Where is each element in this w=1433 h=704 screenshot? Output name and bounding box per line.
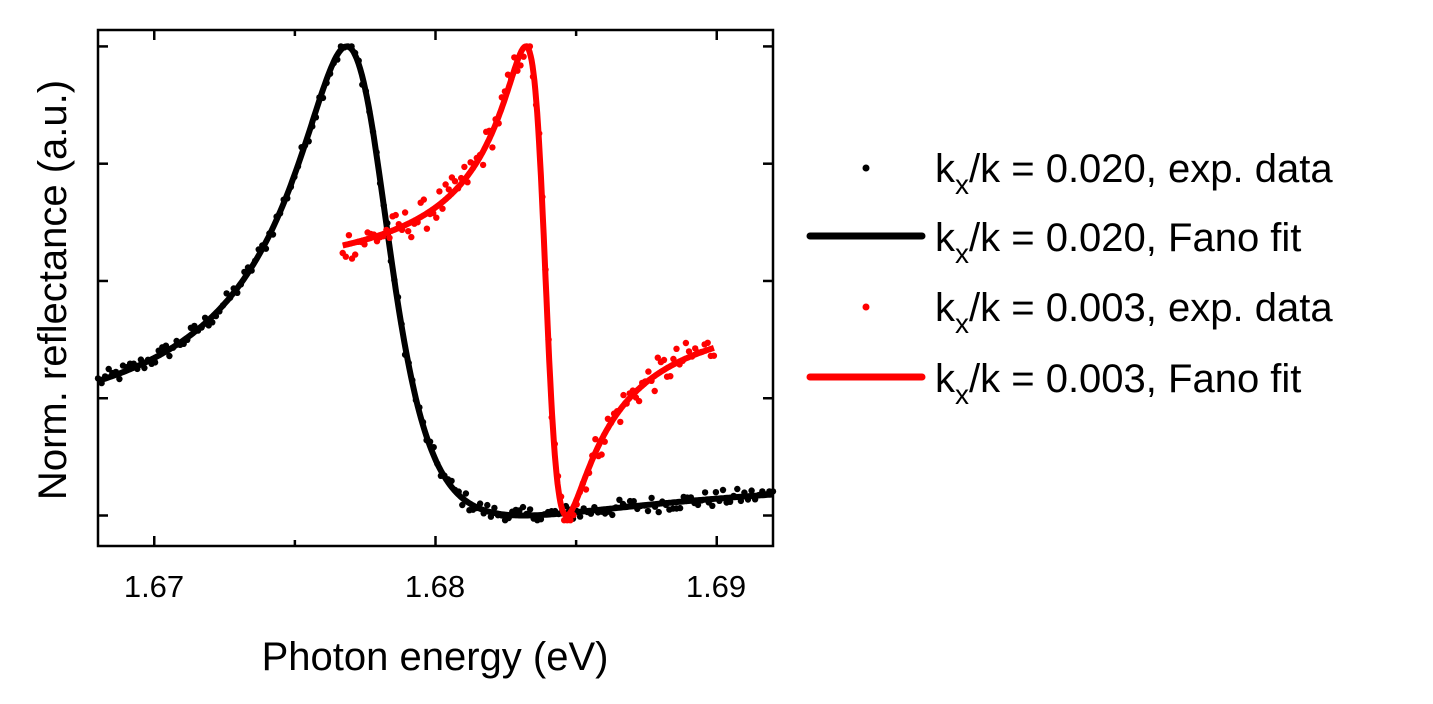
data-point-2-89 — [617, 418, 624, 426]
y-axis-title: Norm. reflectance (a.u.) — [31, 80, 75, 500]
data-point-2-119 — [710, 352, 718, 359]
legend-entry-1: kx/k = 0.020, exp. data — [935, 147, 1333, 200]
data-point-0-103 — [462, 490, 470, 497]
data-point-0-150 — [630, 498, 637, 505]
data-point-2-45 — [479, 161, 487, 169]
data-point-0-121 — [526, 506, 534, 513]
data-point-0-155 — [648, 494, 655, 502]
plot-frame — [96, 28, 775, 548]
data-point-0-175 — [719, 486, 727, 494]
data-point-2-95 — [635, 397, 643, 405]
data-point-0-172 — [709, 502, 716, 509]
data-point-0-157 — [655, 508, 662, 516]
fit-line-1 — [96, 43, 775, 519]
data-point-2-20 — [401, 209, 409, 216]
legend-entry-3: kx/k = 0.003, exp. data — [935, 286, 1333, 339]
data-point-0-119 — [519, 503, 527, 511]
data-point-2-27 — [423, 225, 431, 232]
data-point-0-3 — [105, 365, 112, 373]
data-point-2-26 — [420, 196, 427, 203]
axis-ticks — [98, 30, 773, 546]
data-point-2-90 — [620, 391, 627, 399]
data-point-0-170 — [701, 489, 709, 496]
x-axis-title: Photon energy (eV) — [262, 635, 609, 679]
data-point-2-78 — [582, 486, 590, 493]
data-point-2-83 — [598, 451, 605, 458]
data-point-2-107 — [673, 345, 680, 352]
data-point-0-102 — [459, 501, 466, 509]
data-point-2-36 — [451, 178, 459, 185]
data-point-2-17 — [392, 211, 399, 219]
data-point-2-98 — [645, 368, 652, 375]
legend-entry-2: kx/k = 0.020, Fano fit — [935, 216, 1301, 269]
data-point-0-6 — [116, 375, 123, 383]
legend-entry-4: kx/k = 0.003, Fano fit — [935, 357, 1301, 410]
data-point-0-179 — [734, 485, 741, 493]
data-point-2-33 — [442, 181, 449, 188]
data-point-0-163 — [676, 504, 684, 512]
data-point-2-100 — [651, 387, 658, 395]
legend-marker-red-dot — [862, 303, 870, 311]
fit-line-3 — [340, 43, 716, 519]
data-point-2-21 — [405, 228, 412, 235]
plot-marks — [94, 43, 777, 524]
data-point-0-111 — [491, 504, 498, 512]
data-point-0-173 — [712, 489, 720, 496]
data-point-2-111 — [685, 348, 693, 355]
data-point-2-2 — [345, 232, 353, 239]
data-point-0-135 — [576, 513, 584, 520]
x-tick-label-3: 1.69 — [686, 569, 746, 604]
data-point-2-117 — [704, 339, 711, 346]
data-point-2-103 — [660, 356, 668, 364]
data-point-2-48 — [489, 144, 496, 151]
x-tick-label-1: 1.67 — [124, 569, 184, 604]
data-point-2-15 — [386, 234, 393, 241]
data-point-2-1 — [342, 253, 349, 260]
legend-marker-black-dot — [862, 164, 870, 172]
data-point-2-81 — [592, 436, 599, 443]
x-tick-label-2: 1.68 — [405, 569, 465, 604]
data-point-0-144 — [609, 511, 616, 519]
legend: kx/k = 0.020, exp. data kx/k = 0.020, Fa… — [806, 147, 1333, 410]
data-point-2-4 — [352, 251, 359, 258]
data-point-2-39 — [461, 163, 468, 171]
data-point-0-154 — [644, 507, 652, 515]
data-point-2-31 — [436, 188, 443, 195]
data-point-0-20 — [166, 352, 173, 360]
data-point-2-73 — [567, 517, 574, 524]
data-point-0-109 — [484, 501, 491, 509]
data-point-2-105 — [667, 373, 674, 380]
data-point-2-22 — [408, 233, 415, 241]
data-point-2-30 — [433, 214, 440, 221]
data-point-2-110 — [682, 339, 690, 347]
data-point-0-146 — [616, 496, 623, 503]
data-point-0-183 — [748, 487, 755, 494]
